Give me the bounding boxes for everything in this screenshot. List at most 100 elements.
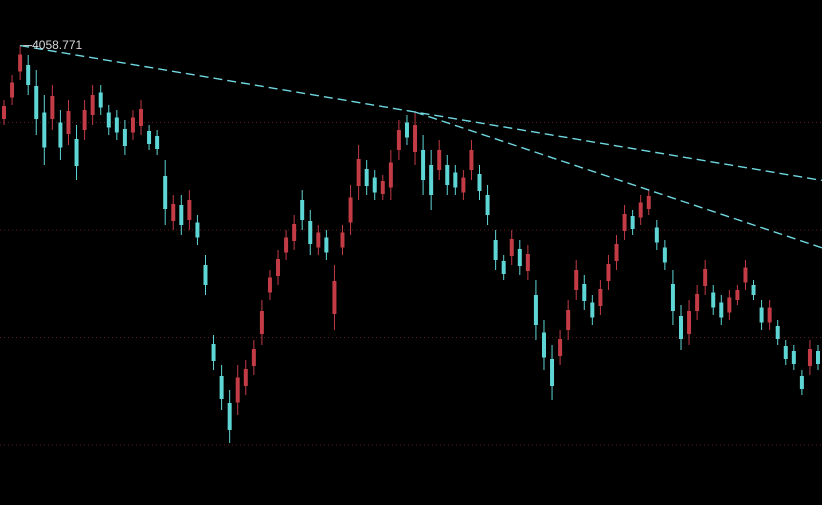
candle-body (187, 200, 192, 220)
candle-body (82, 110, 87, 130)
candle-body (437, 150, 442, 170)
candle-body (114, 117, 119, 133)
candle-body (493, 240, 498, 260)
candle-body (783, 346, 788, 359)
candle-body (719, 302, 724, 318)
trend-line (20, 44, 822, 182)
candle-body (34, 86, 39, 119)
candle-body (509, 239, 514, 256)
peak-label: 4058.771 (32, 38, 82, 52)
candle-body (533, 295, 538, 325)
candle-body (622, 214, 627, 231)
candle-body (695, 294, 700, 311)
candle-body (380, 181, 385, 194)
candle-body (316, 232, 321, 248)
candle-body (259, 311, 264, 334)
candles (2, 45, 820, 443)
candle-body (308, 221, 313, 244)
candle-body (203, 265, 208, 285)
candle-body (74, 139, 79, 166)
candle-body (130, 117, 135, 133)
candle-body (396, 130, 401, 150)
candle-body (155, 136, 160, 149)
candle-body (799, 376, 804, 389)
candle-body (517, 249, 522, 266)
candle-body (654, 227, 659, 243)
candle-body (598, 289, 603, 306)
candle-body (606, 264, 611, 281)
candle-body (348, 197, 353, 223)
candle-body (485, 195, 490, 215)
annotation: 4058.771 (23, 38, 82, 52)
candle-body (42, 112, 47, 148)
candle-body (566, 310, 571, 330)
candle-body (300, 200, 305, 220)
candle-body (445, 165, 450, 185)
candle-body (477, 174, 482, 191)
candle-body (58, 122, 63, 148)
candle-body (751, 285, 756, 295)
candle-body (139, 109, 144, 126)
candle-body (147, 131, 152, 144)
candle-body (791, 351, 796, 364)
candle-body (227, 403, 232, 430)
candle-body (179, 205, 184, 225)
candle-body (735, 290, 740, 300)
candle-body (670, 284, 675, 311)
candle-body (582, 284, 587, 301)
candle-body (678, 316, 683, 339)
candle-body (171, 204, 176, 221)
candle-body (372, 177, 377, 193)
candle-body (413, 125, 418, 152)
candle-body (235, 377, 240, 403)
candle-body (324, 237, 329, 253)
candle-body (90, 95, 95, 115)
candle-body (267, 277, 272, 293)
candle-body (767, 307, 772, 323)
candle-body (50, 96, 55, 119)
candle-body (662, 247, 667, 263)
candle-body (98, 92, 103, 108)
candle-body (211, 344, 216, 361)
trend-lines (20, 44, 822, 249)
candle-body (364, 169, 369, 186)
candle-body (421, 150, 426, 180)
candle-body (388, 162, 393, 188)
candle-body (743, 267, 748, 283)
candle-body (687, 311, 692, 334)
candle-body (558, 339, 563, 356)
candle-body (219, 376, 224, 399)
candle-body (703, 269, 708, 286)
candle-body (469, 150, 474, 170)
candle-body (759, 307, 764, 323)
candle-body (461, 177, 466, 193)
candle-body (541, 332, 546, 358)
candle-body (711, 292, 716, 308)
candle-body (10, 82, 15, 98)
candle-body (630, 216, 635, 229)
candle-body (292, 224, 297, 241)
candle-body (807, 349, 812, 366)
candle-body (356, 159, 361, 186)
candle-body (727, 297, 732, 313)
candle-body (276, 259, 281, 276)
trend-line (414, 111, 822, 249)
candle-body (106, 112, 111, 128)
candle-body (163, 176, 168, 209)
candle-body (251, 349, 256, 366)
candle-body (775, 326, 780, 339)
candle-body (614, 244, 619, 261)
candle-body (18, 54, 23, 72)
candle-body (122, 129, 127, 146)
candle-body (332, 281, 337, 314)
candle-body (243, 369, 248, 386)
candle-body (66, 111, 71, 134)
candle-body (2, 106, 6, 119)
candle-body (574, 270, 579, 290)
candle-body (525, 254, 530, 271)
candle-body (816, 351, 820, 364)
candle-body (550, 359, 555, 386)
